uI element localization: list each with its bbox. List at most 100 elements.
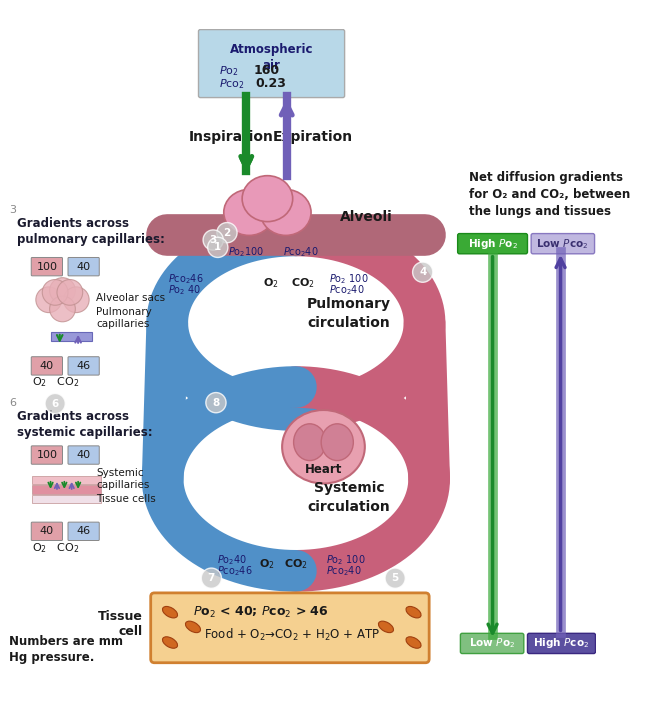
FancyBboxPatch shape — [32, 486, 101, 493]
Ellipse shape — [378, 621, 393, 633]
FancyBboxPatch shape — [199, 30, 345, 98]
FancyBboxPatch shape — [460, 633, 524, 653]
Text: 0.23: 0.23 — [256, 77, 286, 90]
Text: Net diffusion gradients
for O₂ and CO₂, between
the lungs and tissues: Net diffusion gradients for O₂ and CO₂, … — [469, 171, 630, 218]
FancyBboxPatch shape — [458, 233, 528, 254]
FancyBboxPatch shape — [31, 357, 62, 375]
Text: $\it{P}$o$_2$ < 40; $\it{P}$co$_2$ > 46: $\it{P}$o$_2$ < 40; $\it{P}$co$_2$ > 46 — [193, 604, 328, 620]
Ellipse shape — [282, 410, 365, 484]
Ellipse shape — [406, 637, 421, 648]
FancyBboxPatch shape — [31, 257, 62, 276]
Ellipse shape — [224, 189, 275, 235]
Text: 100: 100 — [36, 262, 57, 271]
Text: 100: 100 — [36, 450, 57, 460]
Text: $\it{P}$o$_2$ 100: $\it{P}$o$_2$ 100 — [329, 271, 369, 286]
Ellipse shape — [293, 423, 326, 460]
Text: 8: 8 — [212, 397, 219, 408]
FancyBboxPatch shape — [32, 477, 101, 484]
Circle shape — [49, 296, 75, 322]
Text: 1: 1 — [214, 243, 221, 252]
Text: $\it{P}$co$_2$40: $\it{P}$co$_2$40 — [326, 564, 362, 578]
Text: $\it{P}$co$_2$46: $\it{P}$co$_2$46 — [168, 271, 204, 286]
Circle shape — [203, 230, 223, 250]
Ellipse shape — [162, 607, 178, 618]
FancyBboxPatch shape — [51, 332, 92, 341]
Circle shape — [206, 392, 226, 413]
Text: $\it{P}$co$_2$40: $\it{P}$co$_2$40 — [283, 245, 319, 259]
Text: 3: 3 — [210, 235, 217, 245]
Text: Tissue
cell: Tissue cell — [97, 610, 142, 638]
Ellipse shape — [406, 607, 421, 618]
Ellipse shape — [242, 175, 293, 221]
Text: 40: 40 — [40, 361, 54, 371]
Text: $\it{P}$co$_2$46: $\it{P}$co$_2$46 — [217, 564, 252, 578]
Text: $\it{P}$o$_2$100: $\it{P}$o$_2$100 — [228, 245, 264, 259]
Text: CO$_2$: CO$_2$ — [284, 558, 308, 571]
Text: Pulmonary
circulation: Pulmonary circulation — [307, 298, 391, 329]
Text: Systemic
circulation: Systemic circulation — [308, 481, 391, 513]
Text: 40: 40 — [77, 262, 91, 271]
FancyBboxPatch shape — [528, 633, 596, 653]
Circle shape — [385, 568, 405, 588]
FancyBboxPatch shape — [68, 522, 99, 541]
Circle shape — [42, 279, 68, 305]
Circle shape — [413, 262, 433, 282]
Text: O$_2$   CO$_2$: O$_2$ CO$_2$ — [32, 375, 80, 390]
Circle shape — [45, 394, 66, 414]
FancyBboxPatch shape — [151, 593, 429, 662]
Text: $\it{P}$co$_2$40: $\it{P}$co$_2$40 — [329, 283, 365, 296]
Text: Heart: Heart — [305, 463, 342, 477]
Text: O$_2$: O$_2$ — [263, 276, 279, 290]
Text: Atmospheric
air: Atmospheric air — [230, 43, 313, 72]
FancyBboxPatch shape — [531, 233, 594, 254]
Text: Tissue cells: Tissue cells — [97, 494, 156, 504]
Text: Numbers are mm
Hg pressure.: Numbers are mm Hg pressure. — [9, 635, 123, 664]
Ellipse shape — [162, 637, 178, 648]
Ellipse shape — [186, 621, 201, 633]
Text: 3: 3 — [9, 205, 16, 215]
Text: Alveolar sacs: Alveolar sacs — [97, 293, 165, 303]
Circle shape — [64, 287, 89, 312]
Circle shape — [36, 287, 62, 312]
FancyBboxPatch shape — [31, 522, 62, 541]
Text: Gradients across
systemic capillaries:: Gradients across systemic capillaries: — [16, 410, 152, 439]
Text: 46: 46 — [77, 526, 91, 537]
Text: Pulmonary
capillaries: Pulmonary capillaries — [97, 307, 153, 329]
FancyBboxPatch shape — [31, 446, 62, 464]
Text: 4: 4 — [419, 267, 426, 277]
Text: $\it{P}$o$_2$ 100: $\it{P}$o$_2$ 100 — [326, 553, 366, 567]
Circle shape — [49, 278, 75, 303]
Text: High $\it{P}$co$_2$: High $\it{P}$co$_2$ — [533, 636, 589, 650]
Text: CO$_2$: CO$_2$ — [291, 276, 315, 290]
Ellipse shape — [321, 423, 353, 460]
Text: Low $\it{P}$co$_2$: Low $\it{P}$co$_2$ — [536, 237, 589, 250]
Text: $\it{P}$co$_2$: $\it{P}$co$_2$ — [219, 77, 245, 90]
Text: $\it{P}$o$_2$ 40: $\it{P}$o$_2$ 40 — [168, 283, 202, 296]
Text: Systemic
capillaries: Systemic capillaries — [97, 468, 150, 490]
Text: 46: 46 — [77, 361, 91, 371]
Circle shape — [217, 223, 237, 243]
Text: 5: 5 — [391, 573, 398, 583]
Text: O$_2$   CO$_2$: O$_2$ CO$_2$ — [32, 541, 80, 555]
Text: Inspiration: Inspiration — [189, 130, 274, 144]
Text: Alveoli: Alveoli — [340, 210, 393, 224]
FancyBboxPatch shape — [68, 446, 99, 464]
FancyBboxPatch shape — [68, 357, 99, 375]
FancyBboxPatch shape — [32, 495, 101, 503]
Text: Food + O$_2$→CO$_2$ + H$_2$O + ATP: Food + O$_2$→CO$_2$ + H$_2$O + ATP — [204, 627, 380, 643]
Circle shape — [57, 279, 82, 305]
Circle shape — [201, 568, 221, 588]
Text: $\it{P}$o$_2$40: $\it{P}$o$_2$40 — [217, 553, 247, 567]
Text: 7: 7 — [208, 573, 215, 583]
Text: 2: 2 — [223, 228, 230, 238]
Ellipse shape — [260, 189, 311, 235]
Text: Expiration: Expiration — [273, 130, 352, 144]
FancyBboxPatch shape — [68, 257, 99, 276]
Text: Low $\it{P}$o$_2$: Low $\it{P}$o$_2$ — [469, 636, 515, 650]
Text: O$_2$: O$_2$ — [259, 558, 275, 571]
Text: 6: 6 — [51, 399, 59, 409]
Text: Gradients across
pulmonary capillaries:: Gradients across pulmonary capillaries: — [16, 217, 164, 246]
Text: 40: 40 — [77, 450, 91, 460]
Text: High $\it{P}$o$_2$: High $\it{P}$o$_2$ — [467, 237, 517, 251]
Text: 40: 40 — [40, 526, 54, 537]
